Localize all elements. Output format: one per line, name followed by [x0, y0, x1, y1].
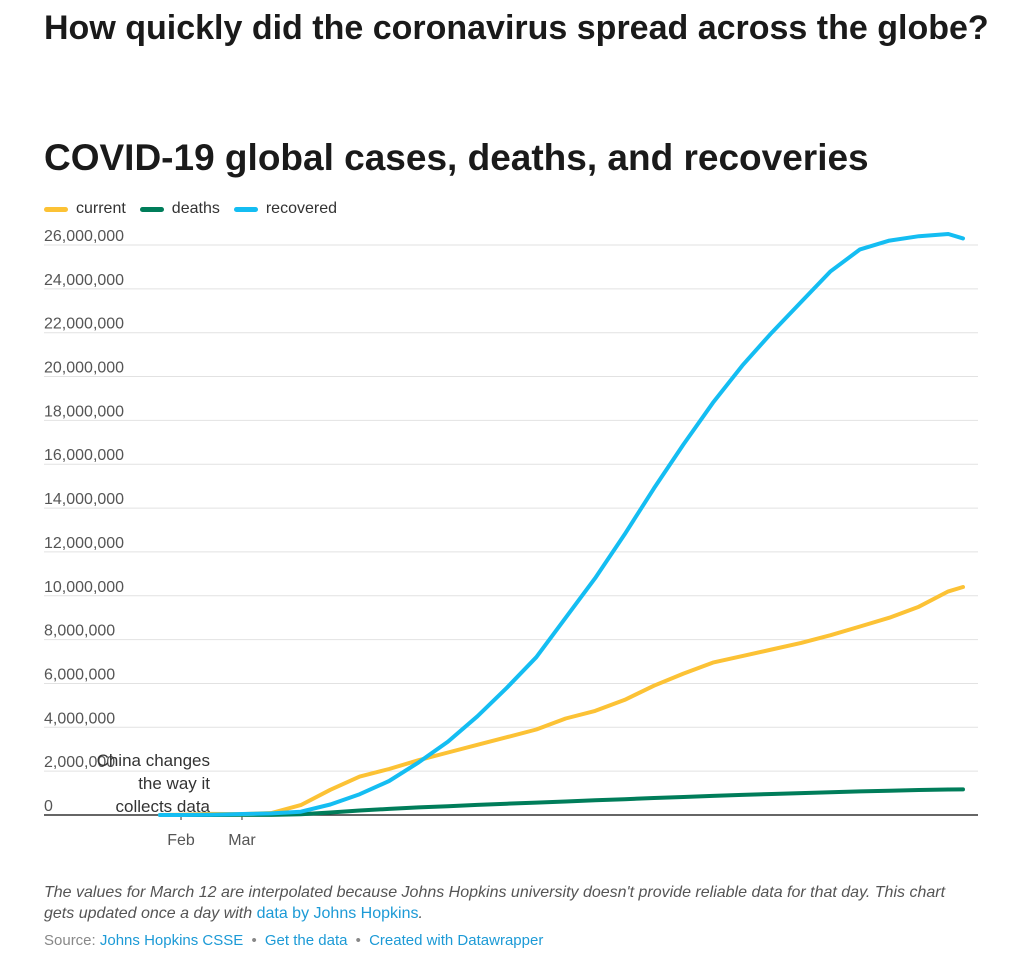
separator-1: •: [251, 932, 257, 949]
annotation-line-2: the way it: [138, 774, 210, 793]
x-tick-label: Feb: [167, 832, 195, 849]
source-line: Source: Johns Hopkins CSSE • Get the dat…: [44, 932, 543, 949]
y-tick-label: 12,000,000: [44, 535, 124, 552]
legend-item-deaths: deaths: [139, 200, 220, 218]
y-axis: 0 2,000,000 4,000,000 6,000,000 8,000,000 10,…: [44, 230, 124, 815]
legend: current deaths recovered: [44, 200, 351, 218]
grid: [44, 244, 978, 816]
y-tick-label: 14,000,000: [44, 491, 124, 508]
headline: How quickly did the coronavirus spread a…: [44, 9, 989, 47]
annotation-china: China changes the way it collects data: [97, 751, 211, 816]
series-line-current: [158, 585, 965, 817]
source-link-jhu[interactable]: Johns Hopkins CSSE: [99, 932, 244, 949]
legend-swatch-recovered: [233, 206, 258, 212]
annotation-line-1: China changes: [97, 751, 210, 770]
datawrapper-link[interactable]: Created with Datawrapper: [369, 932, 544, 949]
get-data-link[interactable]: Get the data: [264, 932, 348, 949]
separator-2: •: [355, 932, 361, 949]
line-chart: 0 2,000,000 4,000,000 6,000,000 8,000,000 10,…: [44, 230, 978, 849]
chart-notes: The values for March 12 are interpolated…: [44, 882, 974, 924]
y-tick-label: 16,000,000: [44, 447, 124, 464]
legend-label-current: current: [76, 200, 126, 217]
x-axis: Feb Mar: [167, 815, 256, 849]
y-tick-label: 20,000,000: [44, 360, 124, 377]
legend-item-recovered: recovered: [233, 200, 337, 218]
series-line-deaths: [158, 787, 965, 817]
y-tick-label: 6,000,000: [44, 666, 115, 683]
notes-text: The values for March 12 are interpolated…: [44, 884, 946, 922]
legend-item-current: current: [44, 200, 126, 218]
y-tick-label: 8,000,000: [44, 623, 115, 640]
y-tick-label: 24,000,000: [44, 272, 124, 289]
chart-title: COVID-19 global cases, deaths, and recov…: [44, 137, 869, 178]
y-tick-label: 26,000,000: [44, 230, 124, 245]
y-tick-label: 0: [44, 798, 53, 815]
legend-label-recovered: recovered: [265, 200, 337, 217]
y-tick-label: 4,000,000: [44, 710, 115, 727]
y-tick-label: 10,000,000: [44, 579, 124, 596]
notes-end: .: [418, 905, 423, 922]
x-tick-label: Mar: [228, 832, 256, 849]
y-tick-label: 22,000,000: [44, 316, 124, 333]
series-line-recovered: [158, 232, 965, 817]
legend-label-deaths: deaths: [171, 200, 220, 217]
annotation-line-3: collects data: [116, 797, 211, 816]
notes-link[interactable]: data by Johns Hopkins: [256, 905, 419, 922]
y-tick-label: 2,000,000: [44, 754, 115, 771]
source-label: Source:: [44, 932, 96, 949]
y-tick-label: 18,000,000: [44, 403, 124, 420]
legend-swatch-deaths: [139, 206, 164, 212]
series-lines: [158, 232, 965, 817]
legend-swatch-current: [44, 206, 68, 212]
